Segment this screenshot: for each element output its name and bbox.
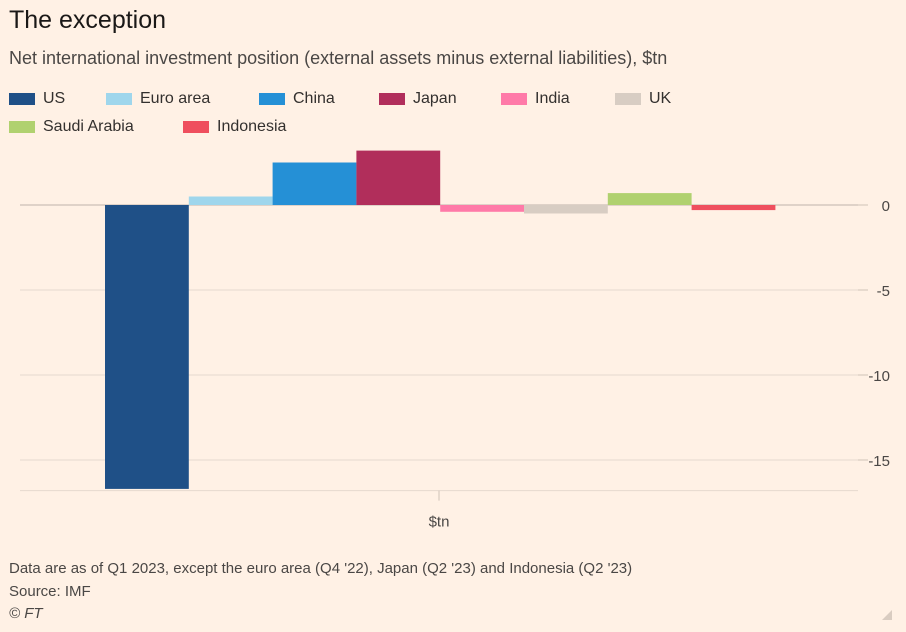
bar-japan bbox=[356, 150, 441, 205]
legend-item-indonesia: Indonesia bbox=[183, 118, 286, 136]
legend-label: India bbox=[535, 90, 570, 107]
bar-saudi-arabia bbox=[607, 193, 692, 205]
legend-item-japan: Japan bbox=[379, 90, 457, 108]
bar-india bbox=[440, 205, 524, 212]
legend-label: Saudi Arabia bbox=[43, 118, 134, 135]
source-line: Source: IMF bbox=[9, 583, 91, 600]
bar-china bbox=[272, 162, 357, 205]
bar-euro-area bbox=[188, 196, 273, 205]
legend-swatch bbox=[183, 121, 209, 133]
y-tick-label: -15 bbox=[868, 453, 890, 470]
legend-item-uk: UK bbox=[615, 90, 671, 108]
legend-item-india: India bbox=[501, 90, 570, 108]
chart-subtitle: Net international investment position (e… bbox=[9, 48, 668, 68]
bar-uk bbox=[524, 205, 608, 214]
legend-label: China bbox=[293, 90, 335, 107]
copyright: © FT bbox=[9, 605, 43, 622]
legend-swatch bbox=[259, 93, 285, 105]
resize-handle-icon bbox=[882, 610, 892, 620]
legend: US Euro area China Japan India UK Saudi Arabia… bbox=[9, 90, 889, 142]
bar-indonesia bbox=[691, 205, 776, 211]
legend-label: Euro area bbox=[140, 90, 211, 107]
bar-chart: 0 -5 -10 -15 $tn bbox=[20, 150, 890, 531]
legend-swatch bbox=[615, 93, 641, 105]
legend-label: US bbox=[43, 90, 66, 107]
legend-item-us: US bbox=[9, 90, 65, 108]
chart-title: The exception bbox=[9, 6, 167, 34]
y-tick-label: -10 bbox=[868, 368, 890, 385]
legend-item-saudi-arabia: Saudi Arabia bbox=[9, 118, 134, 136]
legend-swatch bbox=[9, 121, 35, 133]
legend-label: Indonesia bbox=[217, 118, 287, 135]
legend-swatch bbox=[9, 93, 35, 105]
y-tick-label: -5 bbox=[877, 283, 890, 300]
x-axis-label: $tn bbox=[429, 514, 450, 531]
legend-label: UK bbox=[649, 90, 672, 107]
data-note: Data are as of Q1 2023, except the euro … bbox=[9, 560, 633, 577]
legend-swatch bbox=[379, 93, 405, 105]
legend-swatch bbox=[501, 93, 527, 105]
legend-swatch bbox=[106, 93, 132, 105]
y-tick-label: 0 bbox=[882, 198, 890, 215]
legend-item-euro-area: Euro area bbox=[106, 90, 210, 108]
legend-item-china: China bbox=[259, 90, 335, 108]
bar-us bbox=[105, 205, 189, 489]
legend-label: Japan bbox=[413, 90, 457, 107]
